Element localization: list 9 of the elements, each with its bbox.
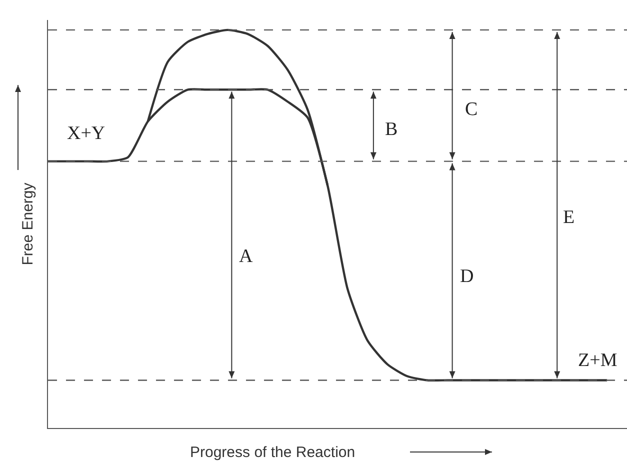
annotation: X+Y (67, 123, 106, 144)
x-axis-title: Progress of the Reaction (190, 444, 356, 461)
annotation: A (239, 246, 253, 267)
y-axis-title: Free Energy (19, 182, 36, 266)
annotation: C (465, 99, 478, 120)
annotation: E (563, 207, 575, 228)
annotation: D (460, 266, 474, 287)
annotation: Z+M (578, 350, 618, 371)
annotation: B (385, 119, 398, 140)
